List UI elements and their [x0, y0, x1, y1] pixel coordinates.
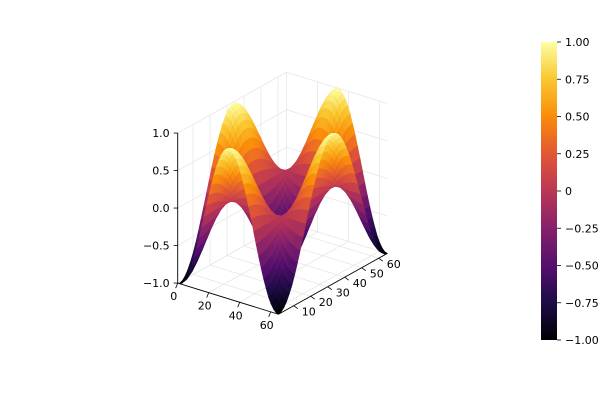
grid-line	[270, 250, 380, 313]
y-tick-mark	[310, 295, 315, 300]
x-axis-line	[177, 282, 279, 315]
y-axis-line	[278, 253, 388, 315]
surface-mesh	[178, 87, 389, 315]
x-tick-mark	[175, 282, 179, 289]
colorbar-tick-label: −0.50	[565, 260, 599, 273]
x-tick-mark	[206, 292, 210, 298]
x-tick-mark	[237, 302, 241, 308]
y-tick-label: 30	[336, 287, 350, 300]
y-tick-label: 40	[353, 277, 367, 290]
colorbar-tick-label: 0.25	[565, 148, 590, 161]
x-tick-label: 60	[260, 319, 274, 332]
z-tick-label: 1.0	[152, 127, 170, 140]
x-tick-label: 0	[170, 290, 177, 303]
y-tick-mark	[361, 267, 366, 272]
colorbar-tick-label: 0.50	[565, 111, 590, 124]
colorbar-strip	[541, 42, 557, 340]
x-tick-label: 40	[229, 309, 243, 322]
colorbar-tick-label: 1.00	[565, 36, 590, 49]
y-tick-label: 20	[319, 296, 333, 309]
colorbar-tick-label: 0	[565, 185, 572, 198]
colorbar-tick-label: −1.00	[565, 334, 599, 347]
y-tick-mark	[293, 305, 298, 310]
colorbar: −1.00 −0.75 −0.50 −0.25 0 0.25 0.50 0.75 1.00	[541, 36, 599, 347]
x-tick-mark	[268, 311, 272, 317]
y-tick-label: 60	[387, 258, 401, 271]
grid-line	[209, 264, 311, 297]
grid-line	[177, 71, 287, 134]
z-tick-label: 0.0	[152, 202, 170, 215]
y-tick-mark	[327, 286, 332, 291]
colorbar-tick-label: 0.75	[565, 73, 590, 86]
z-tick-label: −0.5	[143, 240, 170, 253]
y-tick-label: 10	[302, 306, 316, 319]
z-tick-label: 0.5	[152, 165, 170, 178]
colorbar-tick-label: −0.25	[565, 222, 599, 235]
y-tick-label: 50	[370, 268, 384, 281]
colorbar-tick-label: −0.75	[565, 297, 599, 310]
axes	[173, 132, 388, 317]
x-tick-label: 20	[198, 300, 212, 313]
colorbar-ticks: −1.00 −0.75 −0.50 −0.25 0 0.25 0.50 0.75 1.00	[557, 36, 599, 347]
y-tick-mark	[344, 276, 349, 281]
z-tick-label: −1.0	[143, 277, 170, 290]
y-tick-mark	[378, 257, 383, 262]
